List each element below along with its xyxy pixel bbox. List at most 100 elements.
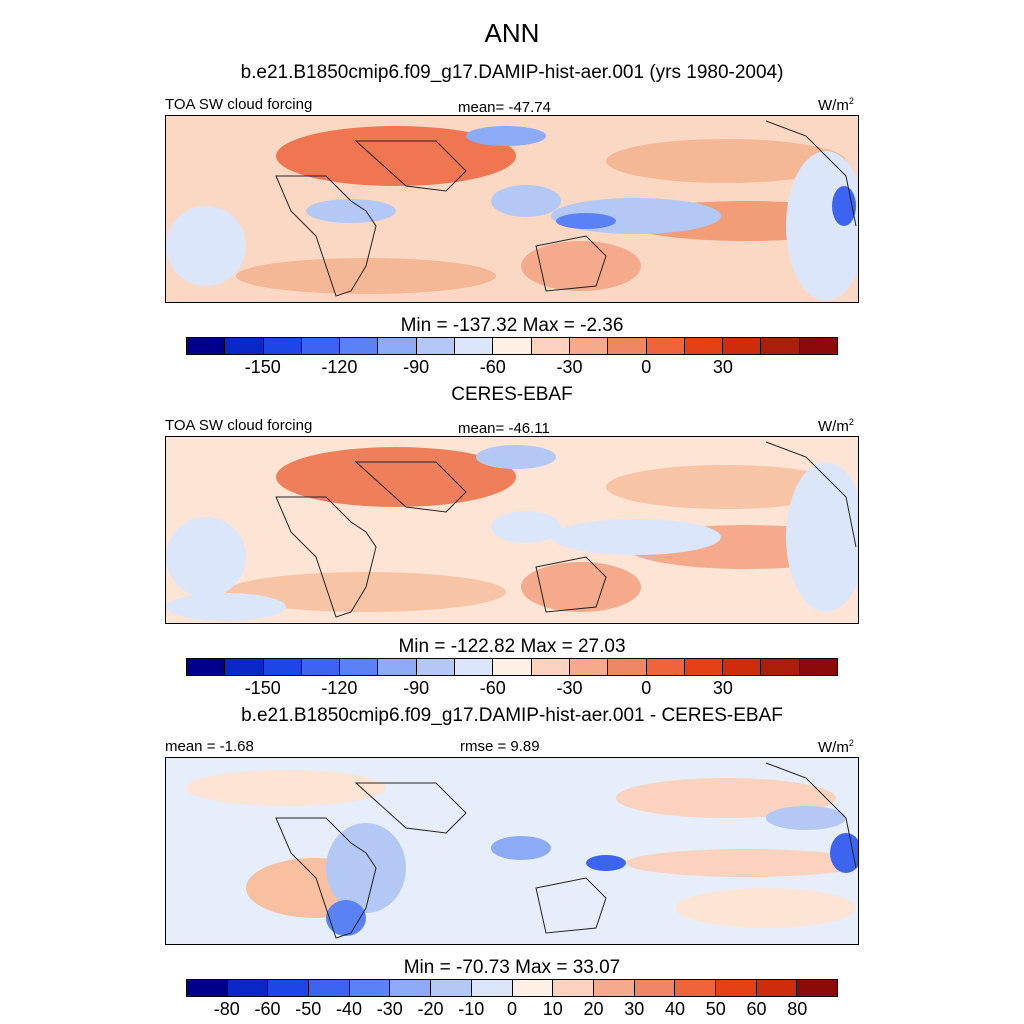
panel1-units: W/m2: [818, 96, 854, 114]
colorbar-swatch: [493, 659, 532, 675]
colorbar-swatch: [715, 980, 757, 996]
colorbar-tick-label: 0: [641, 357, 652, 377]
panel1-title: b.e21.B1850cmip6.f09_g17.DAMIP-hist-aer.…: [240, 62, 784, 83]
colorbar-swatch: [756, 980, 798, 996]
colorbar-swatch: [187, 659, 226, 675]
colorbar-swatch: [761, 338, 800, 354]
colorbar-tick-label: 10: [542, 999, 563, 1019]
colorbar-tick-label: -150: [244, 678, 281, 698]
panel2-colorbar: [186, 658, 838, 676]
panel2-variable-label: TOA SW cloud forcing: [165, 417, 313, 434]
colorbar-swatch: [797, 980, 837, 996]
colorbar-swatch: [646, 659, 685, 675]
colorbar-swatch: [455, 338, 494, 354]
colorbar-swatch: [593, 980, 635, 996]
colorbar-tick-label: -60: [479, 357, 506, 377]
colorbar-swatch: [390, 980, 432, 996]
colorbar-swatch: [531, 659, 570, 675]
panel2-minmax: Min = -122.82 Max = 27.03: [398, 636, 626, 657]
figure-title: ANN: [484, 18, 540, 48]
colorbar-swatch: [799, 338, 838, 354]
panel1-mean: mean= -47.74: [458, 99, 551, 116]
colorbar-tick-label: -150: [244, 357, 281, 377]
colorbar-swatch: [723, 659, 762, 675]
colorbar-swatch: [349, 980, 391, 996]
colorbar-tick-label: -90: [403, 678, 430, 698]
colorbar-tick-label: -80: [213, 999, 240, 1019]
colorbar-swatch: [569, 338, 609, 354]
colorbar-swatch: [340, 659, 379, 675]
colorbar-swatch: [431, 980, 472, 996]
colorbar-swatch: [187, 980, 228, 996]
colorbar-swatch: [799, 659, 838, 675]
colorbar-swatch: [301, 659, 341, 675]
panel3-rmse: rmse = 9.89: [460, 738, 540, 755]
panel1-colorbar: [186, 337, 838, 355]
colorbar-tick-label: 20: [583, 999, 604, 1019]
colorbar-swatch: [684, 338, 724, 354]
panel3-units: W/m2: [818, 738, 854, 756]
colorbar-tick-label: -30: [376, 999, 403, 1019]
colorbar-tick-label: 0: [506, 999, 518, 1019]
colorbar-swatch: [378, 659, 417, 675]
colorbar-tick-label: -90: [403, 357, 430, 377]
colorbar-swatch: [512, 980, 554, 996]
colorbar-swatch: [309, 980, 350, 996]
colorbar-swatch: [646, 338, 685, 354]
colorbar-tick-label: 30: [712, 678, 733, 698]
panel3-map: [165, 757, 859, 945]
colorbar-tick-label: 0: [641, 678, 652, 698]
colorbar-tick-label: -20: [417, 999, 444, 1019]
colorbar-swatch: [569, 659, 609, 675]
colorbar-swatch: [187, 338, 226, 354]
colorbar-tick-label: -30: [556, 357, 583, 377]
colorbar-tick-label: 30: [712, 357, 733, 377]
colorbar-swatch: [455, 659, 494, 675]
colorbar-tick-label: -40: [335, 999, 363, 1019]
colorbar-swatch: [378, 338, 417, 354]
colorbar-swatch: [493, 338, 532, 354]
panel3-colorbar: [186, 979, 838, 997]
colorbar-tick-label: -60: [479, 678, 506, 698]
colorbar-swatch: [684, 659, 724, 675]
colorbar-swatch: [608, 338, 647, 354]
colorbar-tick-label: 30: [624, 999, 645, 1019]
colorbar-swatch: [675, 980, 716, 996]
panel3-colorbar-ticks: -80 -60 -50 -40 -30 -20 -10 0 10 20 30 40 50 60 80: [186, 999, 838, 1021]
panel2-colorbar-ticks: -150 -120 -90 -60 -30 0 30: [186, 678, 838, 700]
panel1-variable-label: TOA SW cloud forcing: [165, 96, 313, 113]
panel3-mean: mean = -1.68: [165, 738, 254, 755]
colorbar-tick-label: 40: [664, 999, 686, 1019]
panel3-minmax: Min = -70.73 Max = 33.07: [403, 957, 621, 978]
colorbar-swatch: [227, 980, 269, 996]
colorbar-swatch: [531, 338, 570, 354]
colorbar-swatch: [416, 338, 456, 354]
colorbar-swatch: [634, 980, 676, 996]
panel1-map: [165, 115, 859, 303]
panel1-colorbar-ticks: -150 -120 -90 -60 -30 0 30: [186, 357, 838, 379]
panel2-units: W/m2: [818, 417, 854, 435]
colorbar-swatch: [471, 980, 513, 996]
colorbar-swatch: [416, 659, 456, 675]
colorbar-swatch: [553, 980, 594, 996]
panel2-mean: mean= -46.11: [458, 420, 550, 437]
colorbar-swatch: [608, 659, 647, 675]
panel1-minmax: Min = -137.32 Max = -2.36: [400, 315, 624, 336]
colorbar-swatch: [340, 338, 379, 354]
panel3-title: b.e21.B1850cmip6.f09_g17.DAMIP-hist-aer.…: [241, 705, 783, 726]
colorbar-tick-label: 50: [705, 999, 726, 1019]
colorbar-tick-label: -120: [321, 678, 358, 698]
colorbar-swatch: [225, 659, 264, 675]
colorbar-tick-label: -120: [321, 357, 358, 377]
colorbar-swatch: [263, 659, 302, 675]
colorbar-tick-label: 60: [746, 999, 767, 1019]
colorbar-swatch: [225, 338, 264, 354]
colorbar-tick-label: -30: [556, 678, 583, 698]
colorbar-tick-label: -50: [295, 999, 322, 1019]
colorbar-swatch: [723, 338, 762, 354]
colorbar-swatch: [263, 338, 302, 354]
colorbar-tick-label: -60: [254, 999, 281, 1019]
panel2-map: [165, 436, 859, 624]
colorbar-swatch: [268, 980, 310, 996]
colorbar-swatch: [761, 659, 800, 675]
